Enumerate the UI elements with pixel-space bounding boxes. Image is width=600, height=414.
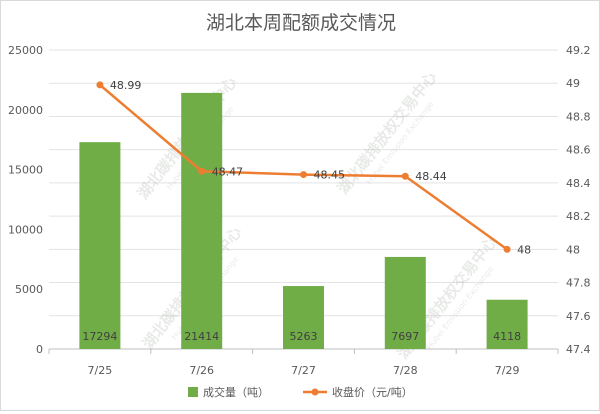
bar-7/29 — [486, 299, 528, 349]
category-label: 7/27 — [291, 364, 316, 377]
price-point-7/28 — [401, 172, 409, 180]
legend-marker-price — [311, 388, 319, 396]
left-axis-tick-label: 10000 — [8, 223, 43, 236]
left-axis-tick-label: 25000 — [8, 44, 43, 57]
right-axis-tick-label: 48.2 — [566, 210, 591, 223]
right-axis-tick-label: 47.8 — [566, 277, 591, 290]
right-axis-tick-label: 47.6 — [566, 310, 591, 323]
bar-data-label: 5263 — [290, 330, 318, 343]
legend-label-volume: 成交量（吨） — [203, 385, 269, 399]
legend-swatch-volume — [188, 387, 198, 397]
price-point-7/25 — [96, 81, 104, 89]
right-axis-tick-label: 49 — [566, 77, 580, 90]
right-axis-tick-label: 48.6 — [566, 144, 591, 157]
bar-data-label: 21414 — [184, 330, 219, 343]
price-point-7/27 — [300, 171, 307, 179]
left-axis-tick-label: 20000 — [8, 104, 43, 117]
bar-7/28 — [384, 256, 426, 349]
left-axis-tick-label: 0 — [36, 343, 43, 356]
chart-title: 湖北本周配额成交情况 — [206, 12, 396, 34]
price-point-7/26 — [198, 167, 206, 175]
line-data-label: 48.44 — [415, 170, 447, 183]
category-label: 7/25 — [88, 364, 113, 377]
legend: 成交量（吨） 收盘价（元/吨） — [188, 385, 413, 399]
line-data-label: 48 — [517, 243, 531, 256]
axes: 050001000015000200002500047.447.647.8484… — [8, 44, 591, 377]
price-point-7/29 — [503, 245, 511, 253]
category-label: 7/28 — [393, 364, 418, 377]
bar-series: 17294 21414 5263 7697 4118 — [79, 92, 528, 350]
grid-lines — [49, 49, 558, 350]
legend-label-price: 收盘价（元/吨） — [332, 385, 413, 399]
bar-data-label: 7697 — [391, 330, 419, 343]
bar-data-label: 17294 — [82, 330, 117, 343]
line-series: 48.99 48.47 48.45 48.44 48 — [96, 79, 531, 256]
right-axis-tick-label: 49.2 — [566, 44, 591, 57]
left-axis-tick-label: 15000 — [8, 164, 43, 177]
line-data-label: 48.47 — [212, 165, 244, 178]
bar-data-label: 4118 — [493, 330, 521, 343]
bar-7/27 — [283, 286, 324, 349]
line-data-label: 48.45 — [314, 169, 346, 182]
bar-7/25 — [79, 142, 121, 349]
right-axis-tick-label: 48.8 — [566, 110, 591, 123]
right-axis-tick-label: 48 — [566, 243, 580, 256]
bar-7/26 — [181, 92, 223, 350]
category-label: 7/26 — [189, 364, 214, 377]
line-data-label: 48.99 — [110, 79, 141, 92]
right-axis-tick-label: 47.4 — [566, 343, 591, 356]
category-label: 7/29 — [495, 364, 520, 377]
right-axis-tick-label: 48.4 — [566, 177, 591, 190]
left-axis-tick-label: 5000 — [15, 283, 43, 296]
